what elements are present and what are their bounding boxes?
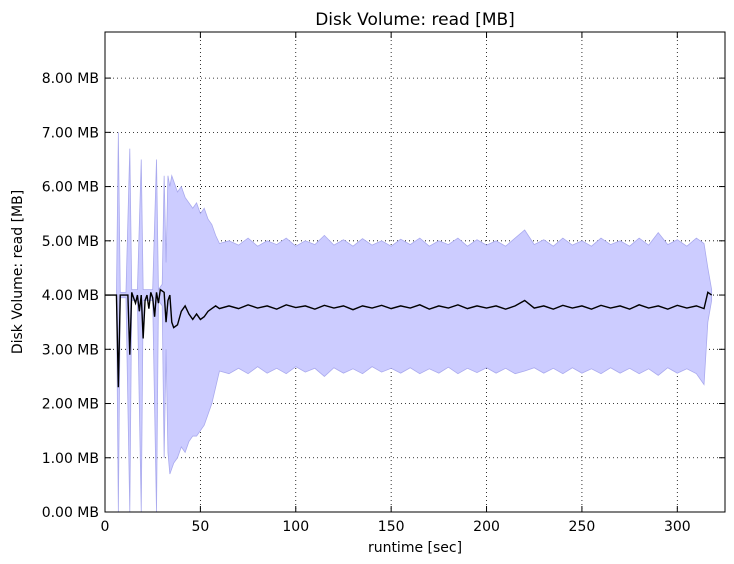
x-tick-label: 100 xyxy=(282,519,309,535)
y-tick-label: 7.00 MB xyxy=(42,125,99,141)
y-axis-label: Disk Volume: read [MB] xyxy=(10,190,26,354)
chart-title: Disk Volume: read [MB] xyxy=(315,10,515,30)
x-tick-label: 50 xyxy=(191,519,209,535)
y-tick-label: 5.00 MB xyxy=(42,234,99,250)
x-tick-label: 300 xyxy=(664,519,691,535)
y-tick-label: 8.00 MB xyxy=(42,71,99,87)
x-tick-label: 150 xyxy=(378,519,405,535)
y-tick-label: 1.00 MB xyxy=(42,451,99,467)
mean-line xyxy=(105,288,713,388)
std-band xyxy=(105,132,713,513)
y-tick-label: 2.00 MB xyxy=(42,397,99,413)
y-tick-label: 6.00 MB xyxy=(42,180,99,196)
y-tick-label: 3.00 MB xyxy=(42,342,99,358)
ticks: 0 50 100 150 200 250 300 0.00 MB 1.00 MB 2.00 MB 3… xyxy=(42,32,725,535)
x-tick-label: 200 xyxy=(473,519,500,535)
x-axis-label: runtime [sec] xyxy=(368,540,462,556)
line-layer xyxy=(105,288,713,388)
x-tick-label: 0 xyxy=(101,519,110,535)
plot-frame xyxy=(104,31,726,513)
y-tick-label: 0.00 MB xyxy=(42,505,99,521)
y-tick-label: 4.00 MB xyxy=(42,288,99,304)
x-tick-label: 250 xyxy=(569,519,596,535)
band-layer xyxy=(105,132,713,513)
